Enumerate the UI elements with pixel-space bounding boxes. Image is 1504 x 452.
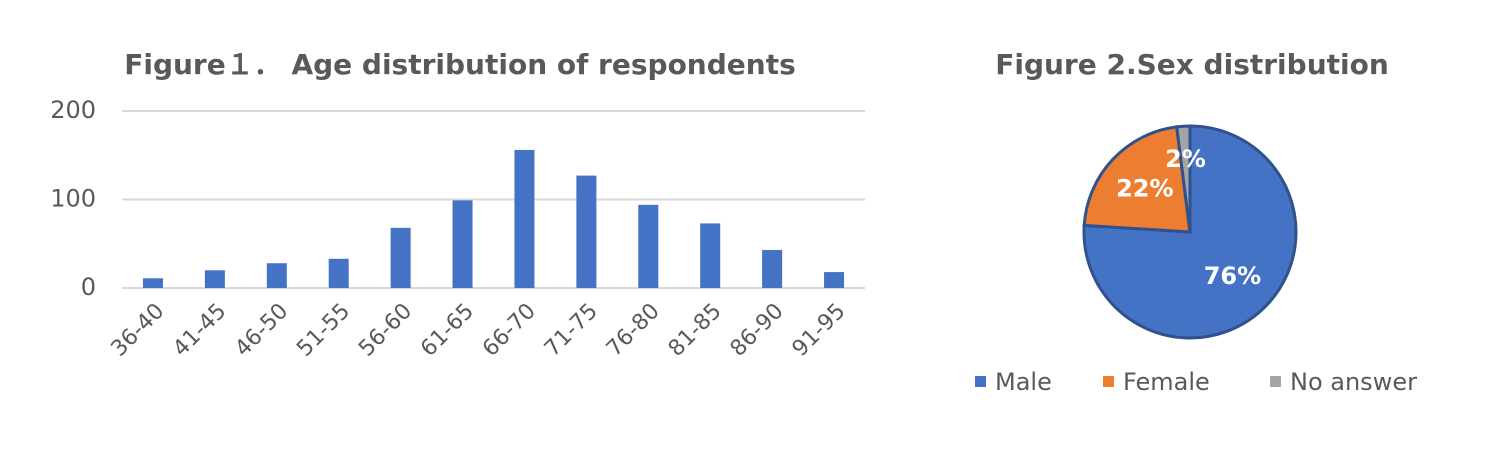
bar [638, 204, 659, 288]
bar [452, 200, 473, 288]
legend-label: Male [995, 368, 1052, 396]
bar [328, 258, 349, 288]
bar [204, 270, 225, 288]
bar [514, 149, 535, 288]
data-label: 2% [1165, 145, 1206, 173]
y-tick-label: 0 [81, 273, 96, 301]
bar [142, 278, 163, 288]
data-label: 76% [1204, 262, 1261, 290]
bar [576, 175, 597, 288]
chart-title: Figure 2.Sex distribution [995, 48, 1389, 81]
pie-slice [1082, 124, 1298, 340]
legend-swatch [1103, 376, 1114, 387]
chart-title: Figure１． Age distribution of respondents [124, 48, 796, 81]
legend-swatch [975, 376, 986, 387]
data-label: 22% [1116, 175, 1173, 203]
legend-swatch [1270, 376, 1281, 387]
bar [700, 223, 721, 288]
bar [266, 263, 287, 288]
legend-label: Female [1123, 368, 1210, 396]
pie-slice [1082, 125, 1192, 234]
pie-slice [1175, 124, 1192, 233]
y-tick-label: 100 [50, 185, 96, 213]
legend-label: No answer [1290, 368, 1417, 396]
bar [824, 272, 845, 288]
y-tick-label: 200 [50, 96, 96, 124]
bar [390, 227, 411, 288]
bar [762, 249, 783, 288]
